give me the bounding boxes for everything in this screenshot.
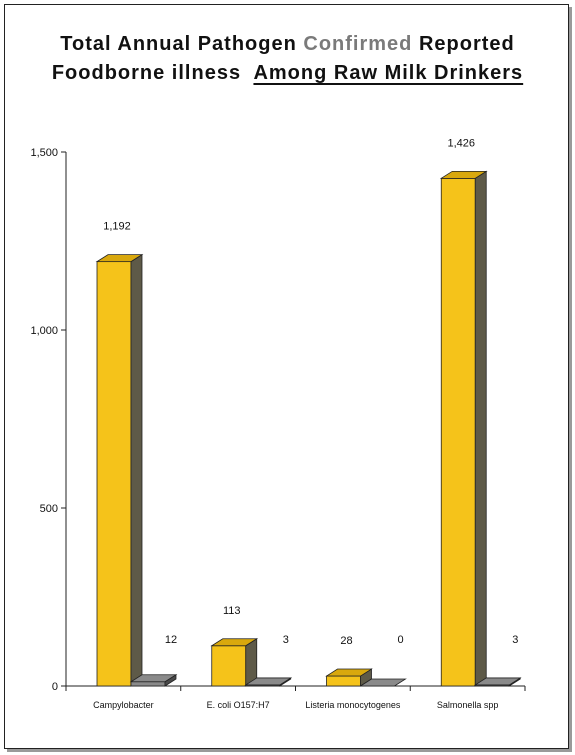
- bar-value-label: 12: [165, 634, 177, 646]
- bar-top: [473, 677, 522, 686]
- bar-value-label: 28: [340, 635, 352, 647]
- x-tick-label: Listeria monocytogenes: [305, 700, 401, 710]
- bar-top: [129, 674, 178, 683]
- title-text-d: Among Raw Milk Drinkers: [253, 62, 524, 84]
- bar-value-label: 1,192: [103, 221, 131, 233]
- title-line-1: Total Annual Pathogen Confirmed Reported: [0, 30, 575, 59]
- bar: [326, 675, 361, 687]
- y-tick-label: 1,500: [30, 147, 58, 159]
- bar: [211, 645, 247, 687]
- title-text-c: Foodborne illness: [51, 62, 242, 84]
- y-tick-label: 500: [40, 503, 58, 515]
- bar: [130, 681, 166, 687]
- bar-top: [359, 678, 407, 687]
- title-text-confirmed: Confirmed: [303, 33, 413, 55]
- y-tick-label: 0: [52, 681, 58, 693]
- bar-top: [95, 254, 144, 263]
- bar: [440, 177, 476, 687]
- bar-top: [325, 668, 373, 677]
- chart-title: Total Annual Pathogen Confirmed Reported…: [0, 30, 575, 88]
- bar-value-label: 3: [512, 634, 518, 646]
- x-tick-label: E. coli O157:H7: [207, 700, 270, 710]
- bar-side: [130, 253, 143, 687]
- title-text-b: Reported: [418, 33, 515, 55]
- bar: [96, 261, 132, 687]
- bar-value-label: 1,426: [447, 137, 475, 149]
- title-line-2: Foodborne illness Among Raw Milk Drinker…: [0, 59, 575, 88]
- y-tick-label: 1,000: [30, 325, 58, 337]
- title-text-a: Total Annual Pathogen: [60, 33, 297, 55]
- bar-side: [474, 170, 487, 687]
- bar-value-label: 3: [283, 634, 289, 646]
- bar-value-label: 0: [397, 634, 403, 646]
- bar-top: [439, 170, 488, 179]
- x-tick-label: Salmonella spp: [437, 700, 499, 710]
- bar-value-label: 113: [223, 605, 241, 617]
- x-tick-label: Campylobacter: [93, 700, 154, 710]
- bar-top: [244, 677, 293, 686]
- bar-top: [210, 638, 259, 647]
